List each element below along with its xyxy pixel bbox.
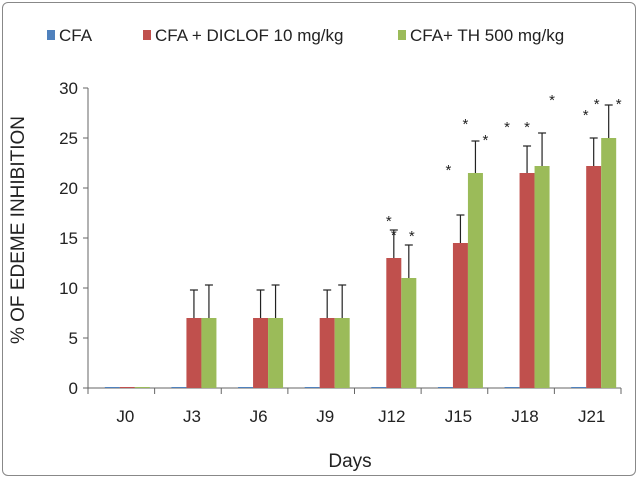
bars (104, 138, 617, 388)
y-tick-label: 20 (59, 179, 78, 198)
significance-star: * (391, 227, 397, 244)
bar-J3-s1 (186, 318, 202, 388)
bar-J0-s2 (134, 387, 150, 388)
x-tick-label: J3 (183, 407, 201, 426)
y-tick-label: 25 (59, 129, 78, 148)
y-tick-label: 5 (69, 329, 78, 348)
y-tick-label: 15 (59, 229, 78, 248)
bar-J15-s1 (452, 243, 468, 388)
legend-swatch-1 (143, 30, 151, 40)
significance-star: * (409, 228, 415, 245)
bar-J6-s2 (268, 318, 284, 388)
significance-star: * (524, 119, 530, 136)
bar-J9-s2 (334, 318, 350, 388)
significance-star: * (446, 162, 452, 179)
significance-star: * (463, 116, 469, 133)
significance-star: * (386, 213, 392, 230)
y-tick-label: 0 (69, 379, 78, 398)
significance-star: * (483, 132, 489, 149)
significance-star: * (616, 96, 622, 113)
bar-J21-s2 (601, 138, 617, 388)
x-tick-label: J15 (445, 407, 472, 426)
significance-star: * (594, 96, 600, 113)
significance-star: * (583, 107, 589, 124)
x-tick-label: J21 (578, 407, 605, 426)
bar-J18-s0 (504, 387, 520, 388)
x-tick-label: J12 (378, 407, 405, 426)
bar-J0-s0 (104, 387, 120, 388)
x-axis-label: Days (328, 451, 371, 472)
legend-swatch-0 (47, 30, 55, 40)
bar-J18-s1 (519, 173, 535, 388)
bar-J15-s0 (437, 387, 453, 388)
legend-swatch-2 (398, 30, 406, 40)
bar-J6-s1 (253, 318, 269, 388)
bar-J21-s1 (586, 166, 602, 388)
bar-J12-s0 (371, 387, 387, 388)
bar-J6-s0 (238, 387, 254, 388)
bar-J18-s2 (534, 166, 550, 388)
y-tick-label: 30 (59, 79, 78, 98)
y-tick-label: 10 (59, 279, 78, 298)
y-axis: 0 5 10 15 20 25 30 (59, 79, 89, 398)
significance-star: * (504, 119, 510, 136)
legend: CFA CFA + DICLOF 10 mg/kg CFA+ TH 500 mg/k… (47, 26, 564, 45)
bar-J3-s2 (201, 318, 217, 388)
bar-J15-s2 (467, 173, 483, 388)
x-tick-label: J6 (250, 407, 268, 426)
bar-J21-s0 (571, 387, 587, 388)
legend-label-2: CFA+ TH 500 mg/kg (410, 26, 564, 45)
significance-stars: ** ***** **** * (386, 92, 622, 245)
bar-J12-s1 (386, 258, 402, 388)
x-tick-label: J9 (316, 407, 334, 426)
legend-label-0: CFA (59, 26, 93, 45)
chart-frame (2, 2, 636, 476)
bar-J9-s0 (304, 387, 320, 388)
x-tick-label: J0 (116, 407, 134, 426)
bar-J3-s0 (171, 387, 187, 388)
bar-J12-s2 (401, 278, 417, 388)
y-axis-label: % OF EDEME INHIBITION (8, 116, 29, 344)
x-tick-label: J18 (511, 407, 538, 426)
bar-J9-s1 (319, 318, 335, 388)
error-bars (189, 104, 613, 318)
legend-label-1: CFA + DICLOF 10 mg/kg (155, 26, 344, 45)
bar-J0-s1 (119, 387, 135, 388)
significance-star: * (549, 92, 555, 109)
x-axis: J0 J3 J6 J9 J12 J15 J18 J21 (87, 387, 622, 426)
